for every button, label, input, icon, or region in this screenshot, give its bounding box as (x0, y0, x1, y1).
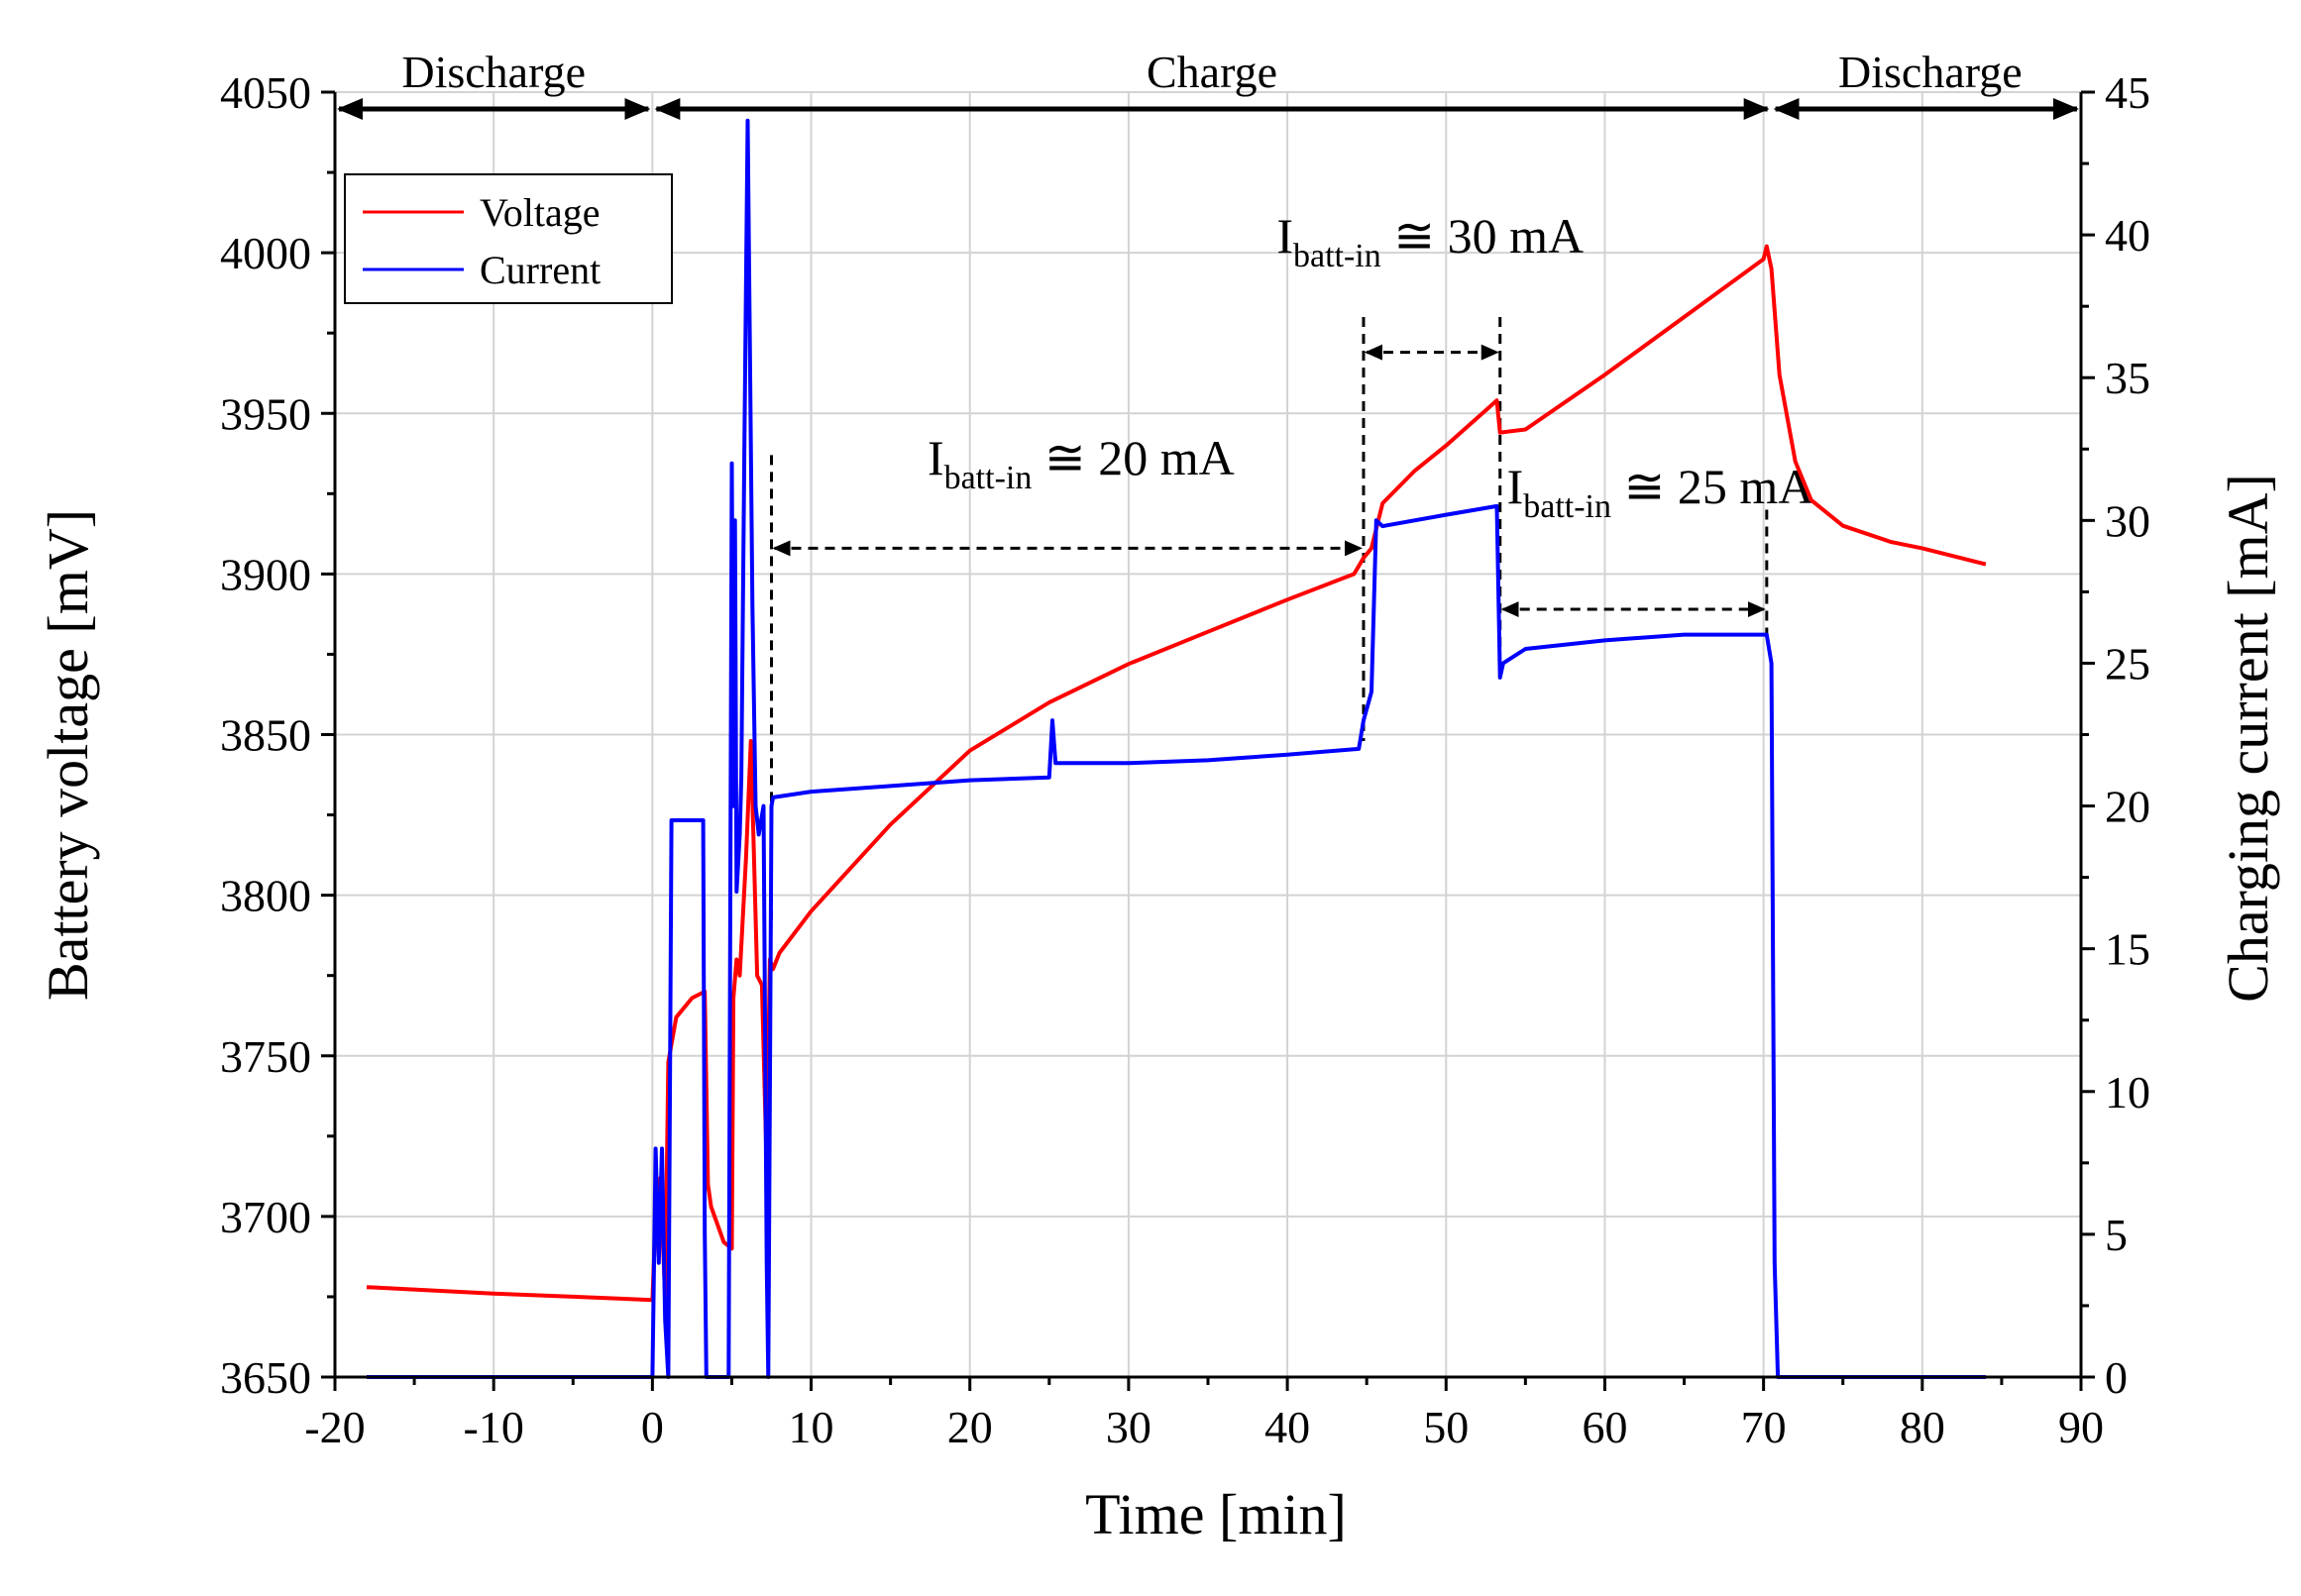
x-tick-label: 60 (1582, 1402, 1627, 1452)
x-axis-title: Time [min] (1085, 1482, 1347, 1546)
annotation-main: I (1507, 459, 1524, 514)
annotation-label: Ibatt-in ≅ 20 mA (928, 430, 1235, 496)
y-tick-label: 3850 (220, 710, 311, 761)
y-tick-label: 4000 (220, 228, 311, 278)
legend: Voltage Current (344, 173, 673, 304)
x-tick-label: 30 (1106, 1402, 1151, 1452)
legend-label-current: Current (480, 248, 601, 292)
y-tick-label: 4050 (220, 67, 311, 118)
annotation-label: Ibatt-in ≅ 30 mA (1276, 208, 1584, 274)
y2-tick-label: 20 (2105, 782, 2150, 832)
annotation-main: I (928, 430, 944, 485)
y2-tick-label: 0 (2105, 1352, 2128, 1403)
x-tick-label: 40 (1264, 1402, 1310, 1452)
x-tick-label: -10 (464, 1402, 524, 1452)
annotation-subscript: batt-in (1523, 488, 1611, 525)
y2-tick-label: 25 (2105, 638, 2150, 689)
y-tick-label: 3800 (220, 871, 311, 921)
phase-arrows: Discharge Charge Discharge (337, 47, 2079, 120)
x-tick-label: 90 (2058, 1402, 2104, 1452)
annotation-subscript: batt-in (1293, 238, 1381, 274)
phase-label: Charge (1147, 47, 1277, 97)
y-tick-label: 3700 (220, 1192, 311, 1242)
y2-tick-label: 40 (2105, 210, 2150, 261)
x-tick-label: -20 (304, 1402, 365, 1452)
legend-box (344, 173, 673, 304)
x-tick-label: 20 (947, 1402, 993, 1452)
y2-tick-label: 10 (2105, 1067, 2150, 1117)
annotation-main: I (1276, 208, 1293, 264)
annotation-value: ≅ 30 mA (1381, 208, 1584, 264)
y2-tick-label: 45 (2105, 67, 2150, 118)
annotation-subscript: batt-in (944, 460, 1033, 496)
series-line-current (367, 118, 1986, 1379)
legend-label-voltage: Voltage (480, 190, 600, 235)
y2-tick-label: 15 (2105, 924, 2150, 975)
y-tick-label: 3900 (220, 549, 311, 599)
axes: -20 -10 0 10 20 30 40 50 60 70 80 90365037003750380… (220, 67, 2150, 1452)
x-tick-label: 80 (1900, 1402, 1945, 1452)
y-axis-title: Battery voltage [mV] (36, 509, 100, 1001)
phase-label: Discharge (1838, 47, 2023, 97)
series-line-voltage (366, 244, 1987, 1303)
annotation-value: ≅ 25 mA (1611, 459, 1813, 514)
series-lines (366, 118, 1987, 1379)
x-tick-label: 50 (1423, 1402, 1469, 1452)
x-tick-label: 0 (641, 1402, 664, 1452)
y2-tick-label: 35 (2105, 353, 2150, 403)
y2-tick-label: 30 (2105, 495, 2150, 546)
annotation-value: ≅ 20 mA (1032, 430, 1234, 485)
x-tick-label: 70 (1741, 1402, 1787, 1452)
y2-axis-title: Charging current [mA] (2216, 474, 2280, 1003)
phase-label: Discharge (401, 47, 586, 97)
y2-tick-label: 5 (2105, 1210, 2128, 1260)
annotation-label: Ibatt-in ≅ 25 mA (1507, 459, 1814, 525)
y-tick-label: 3750 (220, 1031, 311, 1082)
y-tick-label: 3650 (220, 1352, 311, 1403)
y-tick-label: 3950 (220, 388, 311, 439)
x-tick-label: 10 (789, 1402, 834, 1452)
